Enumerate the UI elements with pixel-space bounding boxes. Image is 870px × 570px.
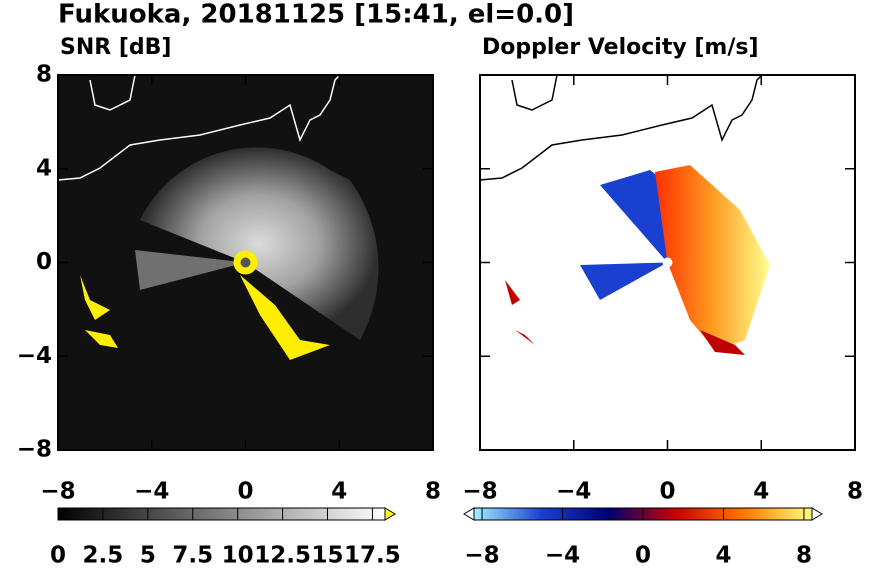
- x-tick-label: 0: [659, 479, 675, 505]
- x-tick-label: −4: [134, 479, 169, 505]
- y-tick-label: 4: [36, 155, 52, 181]
- colorbar-tick-label: 12.5: [254, 543, 311, 569]
- x-tick-label: −8: [462, 479, 497, 505]
- figure-title: Fukuoka, 20181125 [15:41, el=0.0]: [58, 0, 574, 30]
- y-tick-label: 0: [36, 249, 52, 275]
- panel-title: Doppler Velocity [m/s]: [482, 35, 759, 60]
- x-tick-label: 4: [753, 479, 769, 505]
- colorbar-tick-label: −4: [545, 543, 580, 569]
- colorbar-tick-label: 10: [222, 543, 254, 569]
- x-tick-label: −4: [556, 479, 591, 505]
- colorbar: [57, 507, 386, 521]
- y-tick-label: −4: [17, 343, 52, 369]
- colorbar-extend: [384, 507, 396, 521]
- colorbar-tick-label: 17.5: [344, 543, 401, 569]
- colorbar-tick-label: −8: [464, 543, 499, 569]
- velocity-image: [479, 74, 855, 450]
- x-tick-label: 4: [331, 479, 347, 505]
- x-tick-label: −8: [40, 479, 75, 505]
- y-tick-label: −8: [17, 437, 52, 463]
- x-tick-label: 8: [847, 479, 863, 505]
- colorbar-tick-label: 7.5: [172, 543, 213, 569]
- x-tick-label: 8: [425, 479, 441, 505]
- colorbar-extend: [463, 507, 475, 521]
- colorbar-tick-label: 2.5: [83, 543, 124, 569]
- colorbar-tick-label: 5: [140, 543, 156, 569]
- x-tick-label: 0: [237, 479, 253, 505]
- colorbar-extend: [811, 507, 823, 521]
- snr-image: [57, 74, 433, 450]
- colorbar-tick-label: 15: [311, 543, 343, 569]
- panel-title: SNR [dB]: [60, 35, 171, 60]
- y-tick-label: 8: [36, 62, 52, 88]
- colorbar-tick-label: 0: [50, 543, 66, 569]
- colorbar-tick-label: 8: [796, 543, 812, 569]
- colorbar-tick-label: 4: [715, 543, 731, 569]
- colorbar-tick-label: 0: [635, 543, 651, 569]
